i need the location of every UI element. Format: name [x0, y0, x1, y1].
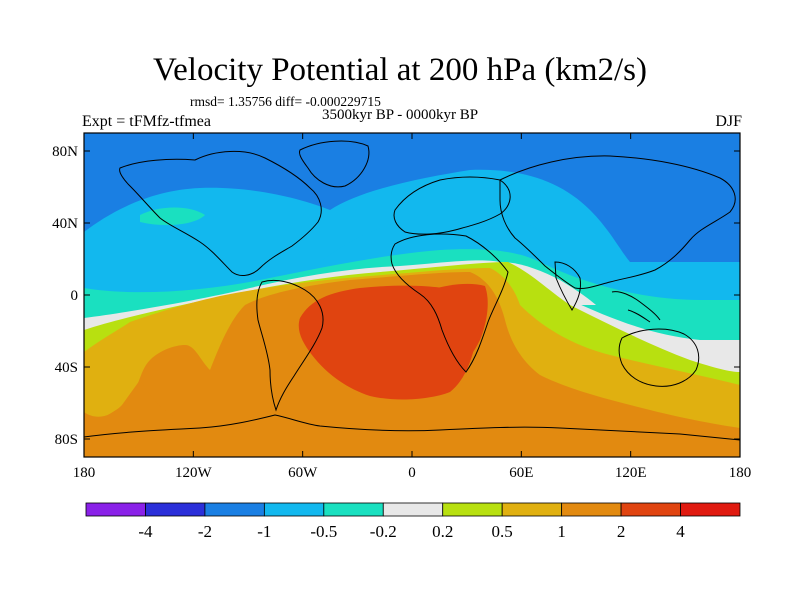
y-tick-label: 40S: [55, 360, 78, 376]
velocity-potential-field: [84, 133, 740, 457]
y-tick-label: 0: [71, 288, 79, 304]
southeast-asia-islands: [611, 291, 661, 323]
band-1-to-2-west: [84, 380, 230, 457]
colorbar-swatch: [501, 502, 563, 517]
x-tick-label: 180: [73, 465, 96, 481]
colorbar-label: -0.2: [370, 522, 397, 541]
africa-coast: [390, 233, 509, 373]
north-america-coast: [119, 150, 322, 276]
colorbar-labels: -4 -2 -1 -0.5 -0.2 0.2 0.5 1 2 4: [138, 522, 685, 541]
time-period-label: 3500kyr BP - 0000kyr BP: [322, 107, 479, 123]
europe-coast: [393, 176, 511, 235]
south-america-coast: [256, 279, 324, 412]
colorbar-label: -2: [198, 522, 212, 541]
coastlines: [84, 140, 740, 441]
colorbar-swatch: [620, 502, 681, 517]
colorbar-label: 2: [617, 522, 626, 541]
colorbar-label: -4: [138, 522, 153, 541]
colorbar-swatch: [323, 502, 384, 517]
x-tick-label: 180: [729, 465, 752, 481]
x-tick-label: 120E: [615, 465, 647, 481]
x-tick-label: 120W: [175, 465, 213, 481]
map-title: Velocity Potential at 200 hPa (km2/s): [152, 52, 648, 88]
colorbar-label: -1: [257, 522, 271, 541]
colorbar-swatch: [145, 502, 206, 517]
asia-coast: [499, 155, 736, 289]
season-label: DJF: [715, 113, 742, 130]
experiment-label: Expt = tFMfz-tfmea: [82, 113, 211, 130]
colorbar-label: 0.2: [432, 522, 453, 541]
axis-labels: 180 120W 60W 0 60E 120E 180 80N 40N 0 40S 80S: [52, 144, 751, 481]
colorbar-label: -0.5: [310, 522, 337, 541]
band-2-to-4: [298, 285, 477, 400]
colorbar-label: 4: [676, 522, 685, 541]
axis-ticks: [83, 133, 741, 457]
antarctica-coast: [84, 414, 740, 441]
y-tick-label: 80N: [52, 144, 78, 160]
colorbar: [85, 502, 741, 517]
greenland-coast: [299, 140, 370, 188]
y-tick-label: 80S: [55, 432, 78, 448]
y-tick-label: 40N: [52, 216, 78, 232]
x-tick-label: 60W: [288, 465, 318, 481]
colorbar-swatch: [204, 502, 265, 517]
x-tick-label: 60E: [509, 465, 533, 481]
colorbar-label: 0.5: [492, 522, 513, 541]
band-neg-0.5-to-neg-0.2-north: [140, 207, 205, 226]
india-coast: [554, 261, 581, 311]
australia-coast: [618, 328, 700, 387]
rmsd-diff-stats: rmsd= 1.35756 diff= -0.000229715: [190, 94, 381, 109]
colorbar-swatch: [561, 502, 622, 517]
colorbar-swatch: [382, 502, 444, 517]
band-2-to-4-east: [430, 283, 488, 362]
x-tick-label: 0: [408, 465, 416, 481]
colorbar-label: 1: [557, 522, 566, 541]
colorbar-swatch: [85, 502, 146, 517]
colorbar-swatch: [263, 502, 325, 517]
colorbar-swatch: [442, 502, 503, 517]
colorbar-swatch: [680, 502, 741, 517]
